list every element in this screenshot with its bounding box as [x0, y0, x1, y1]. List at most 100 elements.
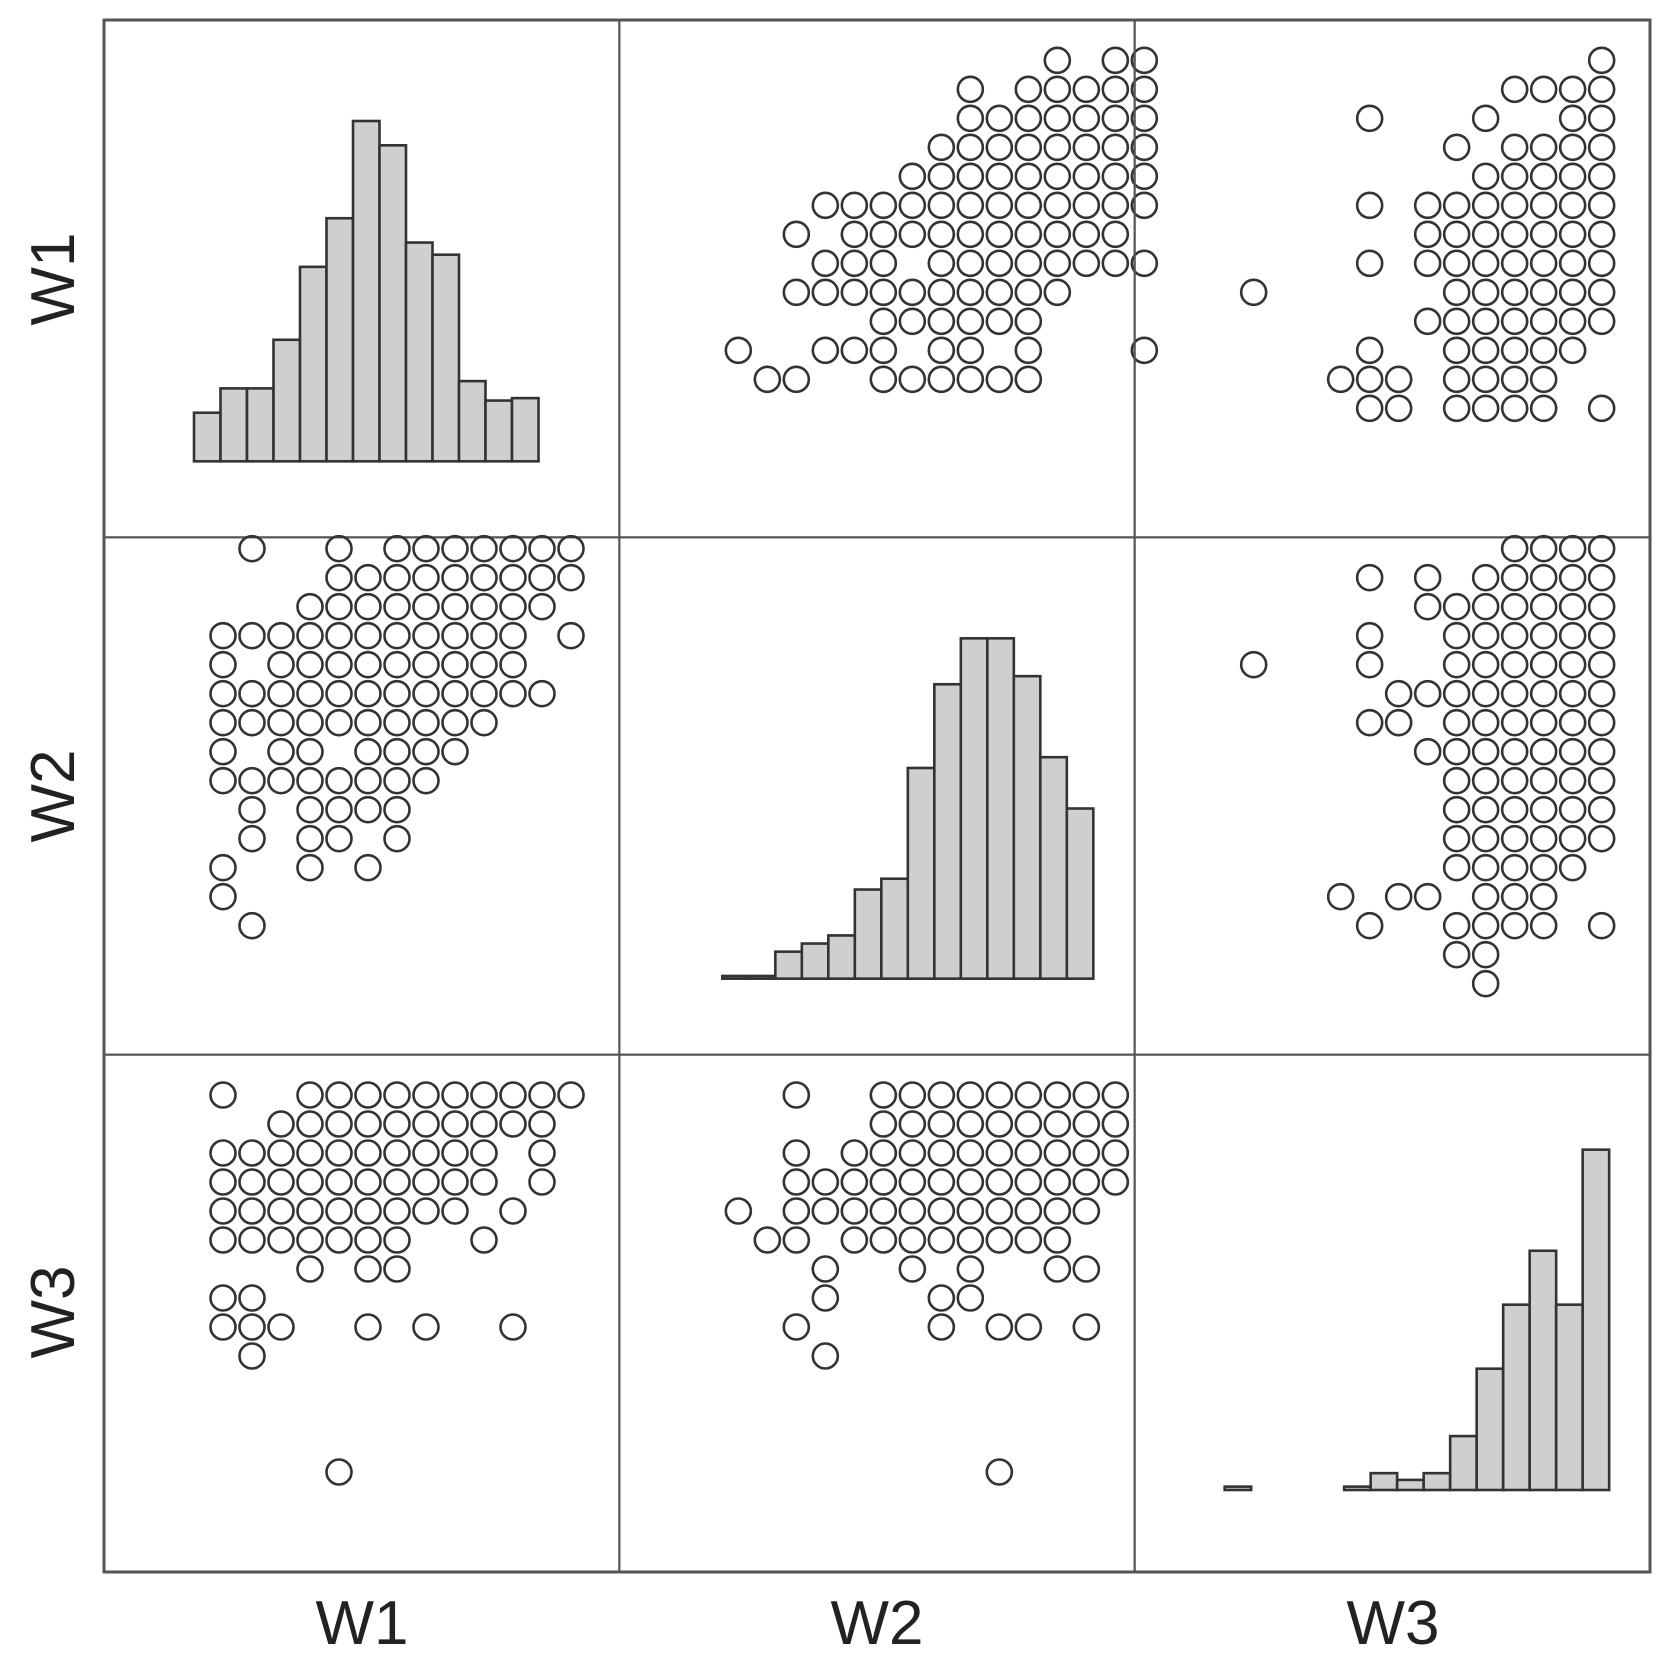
scatter-point	[840, 191, 869, 220]
histogram-bar	[959, 637, 989, 980]
scatter-point	[296, 592, 324, 621]
scatter-point	[1014, 1081, 1043, 1109]
scatter-point	[1587, 191, 1616, 220]
scatter-point	[869, 191, 898, 220]
scatter-point	[470, 1226, 498, 1254]
scatter-point	[1384, 679, 1413, 708]
scatter-point	[1014, 220, 1043, 249]
scatter-point	[840, 1226, 869, 1254]
scatter-point	[1014, 1197, 1043, 1225]
scatter-point	[985, 307, 1014, 336]
scatter-point	[1043, 133, 1072, 162]
scatter-point	[267, 1139, 295, 1167]
scatter-point	[1413, 882, 1442, 911]
scatter-point	[1500, 766, 1529, 795]
scatter-point	[1500, 278, 1529, 307]
scatter-point	[869, 336, 898, 365]
scatter-point	[869, 1226, 898, 1254]
scatter-point	[1014, 249, 1043, 278]
scatter-point	[811, 191, 840, 220]
scatter-point	[811, 278, 840, 307]
scatter-point	[1529, 621, 1558, 650]
scatter-point	[1558, 249, 1587, 278]
scatter-point	[499, 1081, 527, 1109]
scatter-point	[1500, 534, 1529, 563]
scatter-point	[1442, 708, 1471, 737]
scatter-point	[557, 534, 585, 563]
scatter-point	[528, 1168, 556, 1196]
scatter-point	[1558, 853, 1587, 882]
scatter-point	[1014, 1168, 1043, 1196]
scatter-point	[238, 1226, 266, 1254]
scatter-point	[956, 336, 985, 365]
histogram-bar	[1554, 1303, 1584, 1492]
scatter-point	[1587, 220, 1616, 249]
scatter-point	[898, 1168, 927, 1196]
scatter-point	[528, 679, 556, 708]
scatter-point	[209, 1284, 237, 1312]
scatter-point	[956, 1197, 985, 1225]
scatter-point	[1101, 75, 1130, 104]
scatter-point	[1558, 737, 1587, 766]
scatter-point	[267, 708, 295, 737]
scatter-point	[325, 795, 353, 824]
scatter-point	[499, 534, 527, 563]
scatter-point	[557, 621, 585, 650]
scatter-point	[1471, 104, 1500, 133]
scatter-point	[209, 1226, 237, 1254]
scatter-point	[1130, 46, 1159, 75]
scatter-point	[782, 1226, 811, 1254]
scatter-point	[1442, 133, 1471, 162]
scatter-point	[499, 592, 527, 621]
scatter-point	[267, 1168, 295, 1196]
scatter-point	[1043, 1081, 1072, 1109]
scatter-point	[956, 75, 985, 104]
scatter-point	[383, 1197, 411, 1225]
scatter-point	[956, 133, 985, 162]
scatter-point	[1384, 394, 1413, 423]
scatter-point	[1558, 679, 1587, 708]
scatter-point	[1500, 679, 1529, 708]
scatter-point	[470, 1081, 498, 1109]
histogram-bar	[484, 399, 514, 463]
scatter-point	[1043, 1226, 1072, 1254]
scatter-point	[1130, 75, 1159, 104]
scatter-point	[1355, 365, 1384, 394]
scatter-point	[1500, 336, 1529, 365]
scatter-point	[811, 1342, 840, 1370]
histogram-bar	[1422, 1471, 1452, 1492]
scatter-point	[956, 278, 985, 307]
scatter-point	[528, 1081, 556, 1109]
scatter-point	[1072, 1168, 1101, 1196]
scatter-point	[1529, 534, 1558, 563]
scatter-point	[1355, 708, 1384, 737]
scatter-point	[869, 307, 898, 336]
scatter-point	[354, 563, 382, 592]
scatter-point	[898, 1139, 927, 1167]
scatter-point	[956, 191, 985, 220]
scatter-point	[412, 621, 440, 650]
scatter-point	[238, 824, 266, 853]
scatter-point	[1529, 336, 1558, 365]
matrix-frame	[102, 18, 1652, 1574]
scatter-point	[898, 1197, 927, 1225]
scatter-point	[1442, 824, 1471, 853]
scatter-point	[528, 534, 556, 563]
scatter-point	[927, 191, 956, 220]
scatter-point	[499, 1313, 527, 1341]
scatter-point	[267, 1226, 295, 1254]
scatter-point	[927, 220, 956, 249]
scatter-point	[499, 621, 527, 650]
scatter-point	[1442, 336, 1471, 365]
scatter-point	[296, 1255, 324, 1283]
scatter-point	[354, 708, 382, 737]
scatter-point	[1101, 133, 1130, 162]
scatter-point	[354, 1139, 382, 1167]
scatter-point	[1500, 563, 1529, 592]
histogram-bar	[880, 877, 910, 980]
scatter-point	[985, 104, 1014, 133]
scatter-point	[499, 563, 527, 592]
scatter-point	[1239, 650, 1268, 679]
scatter-point	[956, 1226, 985, 1254]
scatter-point	[1442, 592, 1471, 621]
